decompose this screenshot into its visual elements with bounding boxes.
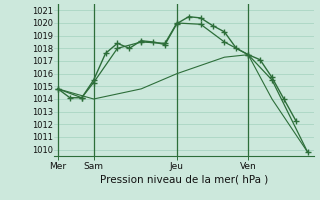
X-axis label: Pression niveau de la mer( hPa ): Pression niveau de la mer( hPa ) [100, 175, 268, 185]
